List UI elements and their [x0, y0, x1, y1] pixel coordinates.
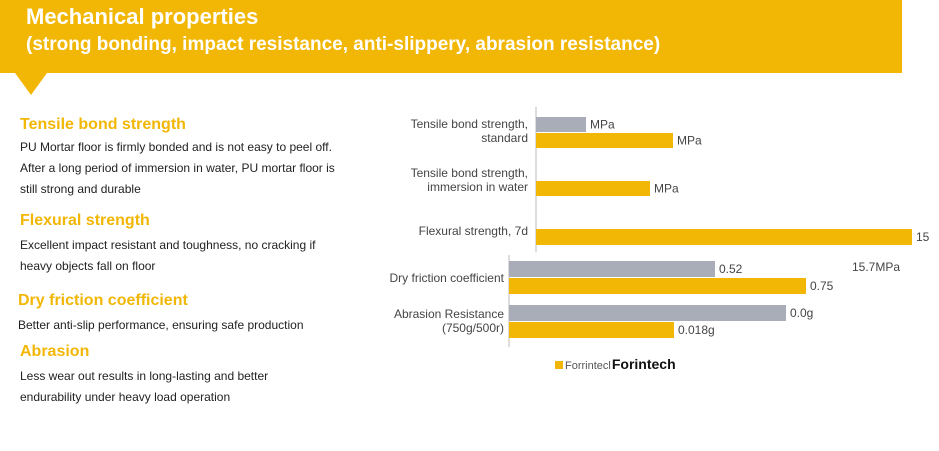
- banner-arrow: [15, 73, 47, 95]
- page-title: Mechanical properties: [26, 4, 259, 29]
- page-subtitle: (strong bonding, impact resistance, anti…: [26, 34, 661, 55]
- bar-value-label: 0.52: [719, 262, 743, 276]
- chart-bar: [509, 305, 786, 321]
- chart-bar: [509, 322, 674, 338]
- bar-value-label: 0.018g: [678, 323, 715, 337]
- bar-value-label: 0.75: [810, 279, 834, 293]
- section-text-friction: Better anti-slip performance, ensuring s…: [18, 318, 304, 332]
- chart-bar: [536, 181, 650, 196]
- header-banner: Mechanical properties (strong bonding, i…: [0, 0, 902, 73]
- bar-value-label: MPa: [590, 118, 615, 132]
- chart-annotation: 15.7MPa: [852, 260, 900, 274]
- chart-bar: [536, 117, 586, 132]
- bar-value-label: MPa: [677, 134, 702, 148]
- section-heading-tensile: Tensile bond strength: [20, 116, 186, 133]
- bar-value-label: 0.0g: [790, 306, 813, 320]
- section-text-flexural: Excellent impact resistant and toughness…: [20, 238, 316, 273]
- bar-value-label: MPa: [654, 182, 679, 196]
- properties-bar-chart: Tensile bond strength, standard Tensile bo…: [390, 107, 930, 347]
- section-heading-friction: Dry friction coefficient: [18, 292, 188, 309]
- brand-logo: Forrintecl Forintech: [555, 356, 676, 372]
- brand-square-icon: [555, 361, 563, 369]
- section-heading-flexural: Flexural strength: [20, 212, 150, 229]
- category-label: Dry friction coefficient: [390, 271, 505, 285]
- section-text-abrasion: Less wear out results in long-lasting an…: [20, 369, 269, 404]
- category-label: Abrasion Resistance (750g/500r): [394, 307, 504, 335]
- chart-bar: [509, 278, 806, 294]
- chart-bar: [536, 133, 673, 148]
- section-heading-abrasion: Abrasion: [20, 343, 90, 360]
- chart-bar: [536, 229, 912, 245]
- bar-value-label: 15: [916, 230, 930, 244]
- chart-bar: [509, 261, 715, 277]
- category-label: Tensile bond strength, immersion in water: [411, 166, 528, 194]
- category-label: Tensile bond strength, standard: [411, 117, 528, 145]
- brand-bold-text: Forintech: [611, 356, 676, 372]
- section-text-tensile: PU Mortar floor is firmly bonded and is …: [20, 140, 335, 196]
- brand-small-text: Forrintecl: [565, 360, 611, 372]
- category-label: Flexural strength, 7d: [419, 224, 528, 238]
